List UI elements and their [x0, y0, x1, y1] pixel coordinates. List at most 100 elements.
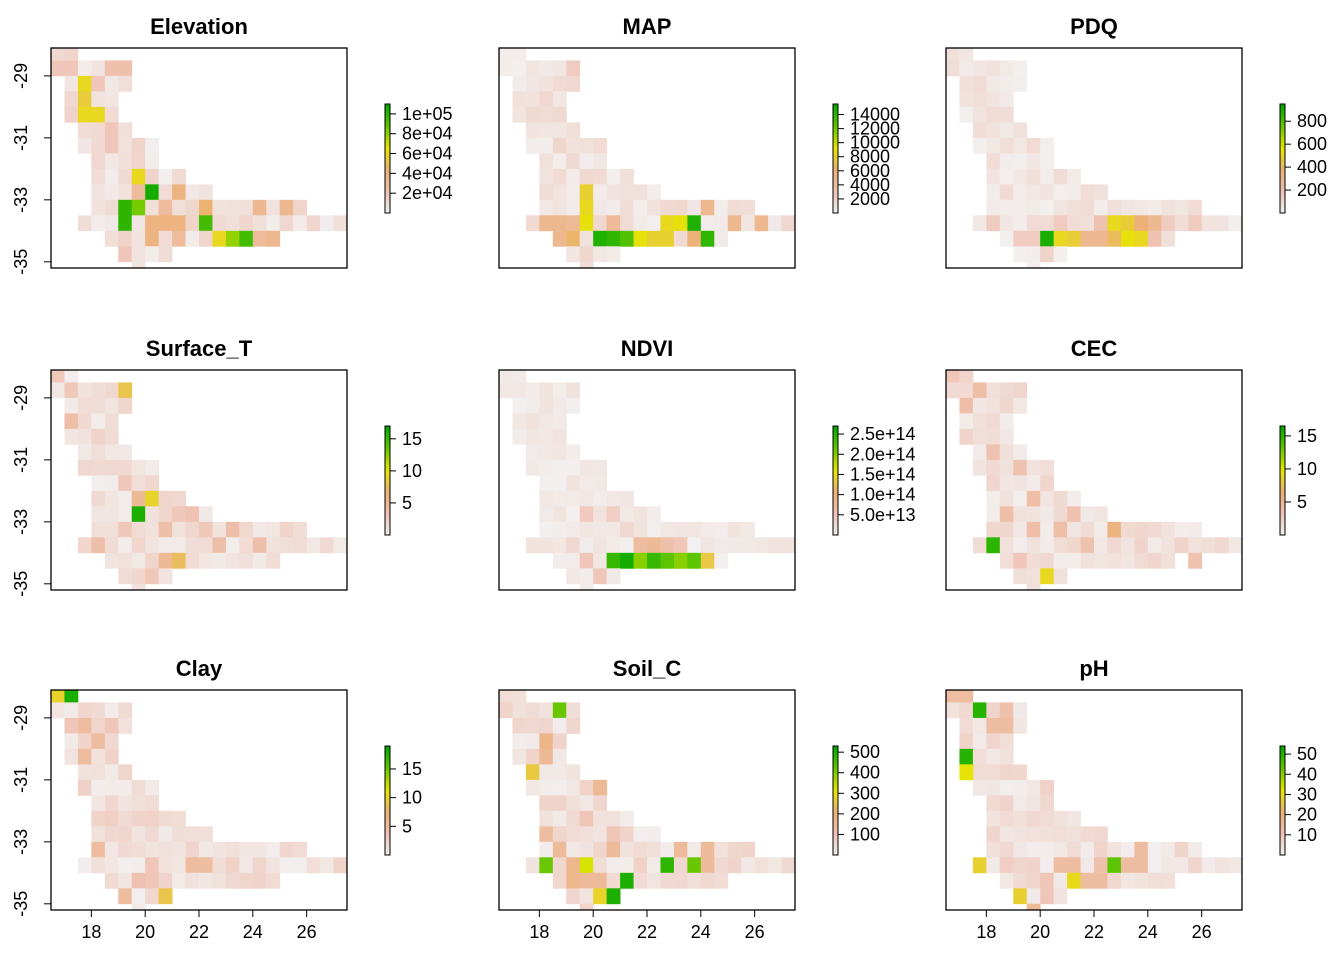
- panel-surface_t: Surface_T -29 -31 -33 -35 15 10 5: [11, 336, 422, 597]
- legend-swatch: [833, 436, 838, 441]
- raster-cell: [1040, 537, 1055, 554]
- legend-label: 8e+04: [402, 124, 453, 144]
- raster-cell: [266, 552, 281, 569]
- raster-cell: [660, 215, 675, 232]
- legend-swatch: [833, 426, 838, 430]
- raster-cell: [1174, 857, 1189, 874]
- legend-swatch: [1280, 808, 1285, 812]
- raster-cell: [700, 537, 715, 554]
- raster-cell: [1013, 122, 1028, 139]
- legend-swatch: [1280, 797, 1285, 801]
- legend-swatch: [1280, 150, 1285, 154]
- raster-cell: [118, 872, 133, 889]
- legend-swatch: [385, 128, 390, 132]
- raster-cell: [266, 537, 281, 554]
- raster-cell: [1013, 168, 1028, 185]
- raster-cell: [199, 841, 213, 858]
- raster-cell: [266, 215, 281, 232]
- raster-cell: [566, 475, 581, 492]
- raster-cell: [946, 370, 960, 383]
- raster-cell: [320, 537, 334, 554]
- legend-swatch: [833, 485, 838, 490]
- legend-swatch: [385, 515, 390, 520]
- legend-swatch: [385, 502, 390, 506]
- raster-cell: [539, 459, 554, 476]
- legend-swatch: [385, 778, 390, 782]
- raster-cell: [145, 246, 160, 263]
- legend-swatch: [833, 822, 838, 826]
- raster-cell: [104, 413, 119, 430]
- raster-cell: [754, 857, 769, 874]
- legend-swatch: [833, 120, 838, 124]
- raster-cell: [118, 215, 133, 232]
- raster-cell: [64, 428, 79, 445]
- legend-swatch: [833, 803, 838, 807]
- raster-cell: [999, 717, 1014, 734]
- raster-cell: [620, 490, 634, 507]
- raster-cell: [512, 733, 527, 750]
- legend-swatch: [833, 759, 838, 763]
- legend-swatch: [385, 106, 390, 110]
- raster-cell: [118, 717, 133, 734]
- raster-cell: [77, 106, 92, 123]
- raster-cell: [1013, 872, 1028, 889]
- raster-cell: [1161, 552, 1176, 569]
- raster-cell: [539, 779, 554, 796]
- raster-cell: [552, 702, 567, 719]
- raster-cell: [131, 153, 146, 170]
- raster-cell: [1107, 230, 1122, 247]
- raster-cell: [104, 748, 119, 765]
- raster-cell: [239, 199, 254, 216]
- raster-cell: [1080, 537, 1095, 554]
- raster-cell: [999, 122, 1014, 139]
- raster-cell: [131, 199, 146, 216]
- legend-swatch: [1280, 532, 1285, 536]
- legend-swatch: [1280, 754, 1285, 758]
- legend-swatch: [385, 748, 390, 752]
- raster-cell: [539, 215, 554, 232]
- raster-cell: [266, 857, 281, 874]
- legend-swatch: [1280, 502, 1285, 506]
- raster-cell: [51, 60, 65, 77]
- raster-cell: [633, 841, 648, 858]
- raster-cell: [525, 122, 540, 139]
- legend-swatch: [833, 786, 838, 791]
- legend-swatch: [1280, 133, 1285, 138]
- legend-swatch: [1280, 483, 1285, 487]
- legend-swatch: [833, 499, 838, 503]
- raster-cell: [185, 199, 200, 216]
- raster-cell: [673, 857, 688, 874]
- raster-cell: [1120, 841, 1135, 858]
- raster-cell: [293, 521, 308, 538]
- legend-swatch: [833, 765, 838, 769]
- raster-cell: [1120, 521, 1135, 538]
- raster-cell: [1013, 552, 1028, 569]
- raster-cell: [131, 903, 146, 910]
- raster-cell: [552, 490, 567, 507]
- raster-cell: [972, 397, 987, 414]
- legend-label: 4e+04: [402, 163, 453, 183]
- raster-cell: [552, 382, 567, 399]
- raster-cell: [104, 733, 119, 750]
- raster-cell: [999, 521, 1014, 538]
- raster-cell: [566, 459, 581, 476]
- legend-swatch: [385, 513, 390, 517]
- legend-swatch: [833, 819, 838, 823]
- raster-cell: [1026, 903, 1041, 910]
- legend-swatch: [1280, 161, 1285, 165]
- raster-cell: [999, 841, 1014, 858]
- legend-swatch: [1280, 789, 1285, 793]
- raster-cell: [727, 215, 742, 232]
- raster-cell: [946, 690, 960, 703]
- legend-swatch: [385, 163, 390, 168]
- raster-cell: [1107, 872, 1122, 889]
- legend-swatch: [1280, 819, 1285, 823]
- legend-swatch: [833, 797, 838, 801]
- raster-cell: [131, 810, 146, 827]
- raster-cell: [1080, 199, 1095, 216]
- legend-swatch: [385, 180, 390, 184]
- raster-cell: [104, 60, 119, 77]
- raster-cell: [552, 475, 567, 492]
- raster-cell: [252, 552, 267, 569]
- raster-cell: [145, 137, 160, 154]
